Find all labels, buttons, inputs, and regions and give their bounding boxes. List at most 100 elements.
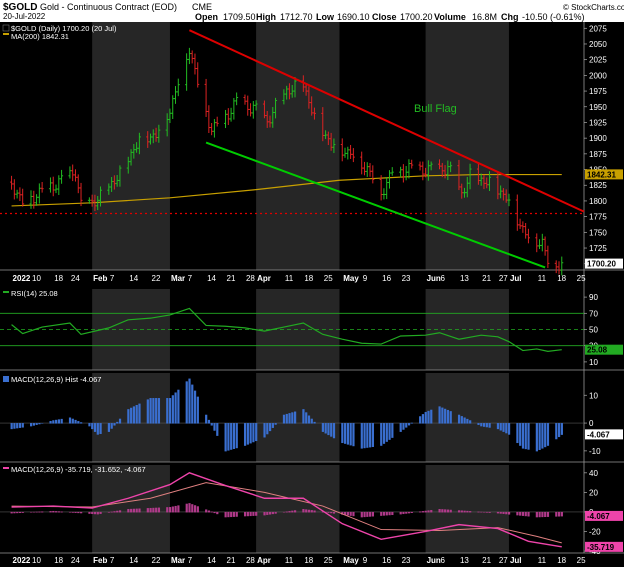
- macd-hist-bar: [243, 511, 247, 517]
- macd-hist-bar: [291, 510, 294, 513]
- price-legend-main: $GOLD (Daily) 1700.20 (20 Jul): [11, 24, 117, 33]
- macd-hist-bar: [96, 511, 99, 515]
- macd-hist-bar: [457, 510, 461, 513]
- hist-bar: [555, 423, 558, 440]
- macd-hist-bar: [88, 511, 91, 514]
- macd-hist-bar: [41, 511, 44, 513]
- hist-bar: [427, 410, 430, 424]
- close-value: 1700.20: [400, 12, 433, 22]
- macd-hist-bar: [49, 511, 52, 513]
- macd-hist-bar: [363, 511, 366, 518]
- hist-bar: [488, 423, 491, 428]
- hist-bar: [366, 423, 369, 448]
- macd-hist-bar: [438, 509, 441, 513]
- hist-bar: [360, 423, 363, 449]
- hist-bar: [546, 423, 550, 446]
- macd-hist-bar: [255, 511, 258, 516]
- hist-bar: [380, 423, 383, 446]
- hist-last-value-tag: -4.067: [587, 430, 610, 439]
- price-legend: $GOLD (Daily) 1700.20 (20 Jul) MA(200) 1…: [2, 24, 117, 41]
- hist-bar: [252, 423, 255, 443]
- low-value: 1690.10: [337, 12, 370, 22]
- x-tick-label: 22: [152, 556, 161, 565]
- macd-hist-bar: [344, 511, 347, 516]
- x-tick-label: 11: [538, 556, 547, 565]
- hist-bar: [107, 423, 111, 432]
- hist-bar: [52, 420, 55, 424]
- macd-hist-bar: [224, 511, 227, 518]
- macd-hist-bar: [196, 506, 199, 513]
- open-value: 1709.50: [223, 12, 256, 22]
- chg-value: -10.50 (-0.61%): [522, 12, 585, 22]
- rsi-line: [11, 307, 562, 352]
- ma-legend: MA(200) 1842.31: [11, 32, 69, 41]
- hist-bar: [424, 411, 427, 424]
- macd-hist-bar: [193, 505, 197, 513]
- x-tick-label: 28: [246, 274, 255, 283]
- macd-hist-bar: [477, 511, 480, 513]
- macd-hist-bar: [463, 510, 466, 513]
- x-tick-label: 11: [538, 274, 547, 283]
- x-tick-label: 24: [71, 556, 80, 565]
- macd-hist-bar: [382, 511, 386, 516]
- hist-bar: [49, 420, 52, 424]
- x-tick-label: 14: [207, 274, 216, 283]
- high-label: High: [256, 12, 276, 22]
- macd-hist-bar: [507, 511, 511, 515]
- macd-hist-bar: [132, 508, 136, 513]
- x-tick-label: 14: [129, 556, 138, 565]
- x-tick-label: 22: [152, 274, 161, 283]
- macd-hist-bar: [538, 511, 541, 518]
- macd-hist-bar: [177, 505, 180, 513]
- hist-bar: [291, 412, 294, 424]
- hist-bar: [519, 423, 522, 446]
- x-tick-label: 10: [32, 274, 41, 283]
- hist-bar: [524, 423, 527, 450]
- hist-bar: [132, 406, 136, 424]
- x-tick-label: 23: [402, 274, 411, 283]
- hist-bar: [16, 423, 19, 429]
- x-tick-label: 24: [71, 274, 80, 283]
- hist-bar: [480, 423, 483, 427]
- macd-hist-bar: [152, 507, 155, 513]
- macd-hist-bar: [524, 511, 527, 517]
- macd-hist-bar: [360, 511, 363, 518]
- macd-hist-bar: [460, 510, 463, 513]
- hist-bar: [310, 418, 313, 424]
- hist-bar: [135, 404, 138, 424]
- hist-bar: [399, 423, 402, 432]
- hist-bar: [227, 423, 230, 451]
- rsi-legend: RSI(14) 25.08: [11, 289, 58, 298]
- x-tick-label: Apr: [257, 274, 271, 283]
- y-tick-label: 10: [589, 358, 598, 367]
- macd-hist-bar: [32, 511, 35, 513]
- hist-bar: [74, 419, 77, 424]
- hist-bar: [177, 389, 180, 424]
- macd-hist-bar: [230, 511, 233, 518]
- hist-bar: [327, 423, 330, 436]
- macd-hist-bar: [341, 511, 344, 515]
- hist-bar: [18, 423, 22, 428]
- macd-hist-bar: [399, 511, 402, 515]
- macd-hist-bar: [271, 511, 274, 515]
- x-tick-label: Jun: [427, 556, 441, 565]
- hist-bar: [166, 398, 169, 424]
- macd-hist-bar: [30, 511, 33, 513]
- hist-bar: [210, 423, 213, 426]
- macd-hist-bar: [205, 509, 208, 513]
- hist-bar: [57, 419, 60, 424]
- hist-bar: [341, 423, 344, 444]
- hist-bar: [118, 418, 122, 424]
- hist-bar: [344, 423, 347, 444]
- ohlc-summary: Open 1709.50 High 1712.70 Low 1690.10 Cl…: [195, 12, 585, 22]
- x-tick-label: 2022: [13, 274, 31, 283]
- hist-bar: [146, 399, 149, 424]
- hist-bar: [13, 423, 16, 429]
- hist-bar: [171, 395, 174, 424]
- watermark: © StockCharts.com: [563, 3, 624, 12]
- hist-bar: [507, 423, 511, 435]
- y-tick-label: 1825: [589, 181, 607, 190]
- macd-hist-bar: [305, 509, 308, 513]
- macd-hist-bar: [118, 510, 122, 513]
